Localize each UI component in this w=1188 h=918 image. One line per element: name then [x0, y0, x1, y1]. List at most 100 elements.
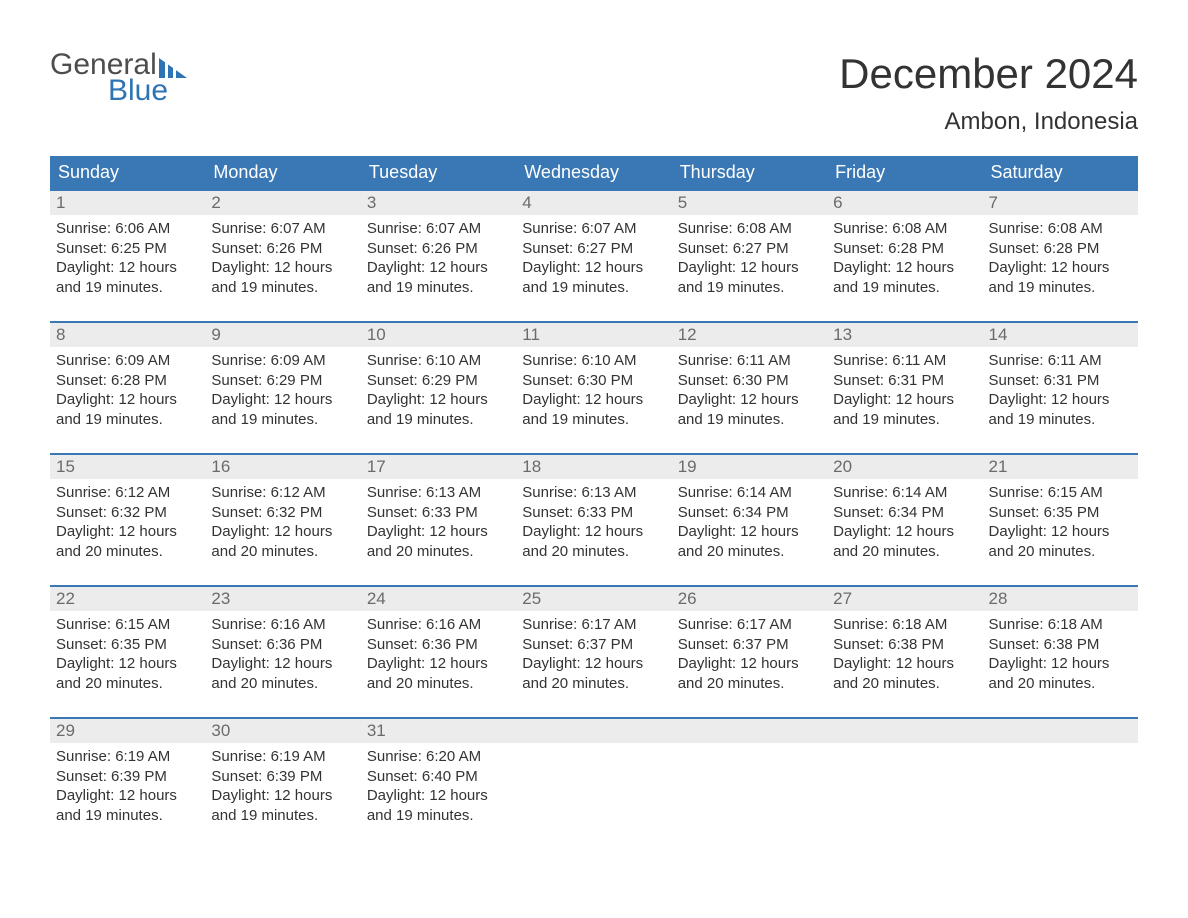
day-number-row: [516, 719, 671, 743]
day-line-d2: and 20 minutes.: [522, 674, 665, 694]
day-line-ss: Sunset: 6:30 PM: [678, 371, 821, 391]
day-line-d2: and 19 minutes.: [989, 278, 1132, 298]
title-block: December 2024 Ambon, Indonesia: [839, 50, 1138, 136]
day-line-ss: Sunset: 6:25 PM: [56, 239, 199, 259]
day-line-ss: Sunset: 6:28 PM: [989, 239, 1132, 259]
day-line-d2: and 19 minutes.: [522, 410, 665, 430]
calendar-day: 4 Sunrise: 6:07 AMSunset: 6:27 PMDaylight…: [516, 191, 671, 303]
day-number-row: 1: [50, 191, 205, 215]
calendar-week: 22 Sunrise: 6:15 AMSunset: 6:35 PMDayligh…: [50, 585, 1138, 699]
calendar-day: 15Sunrise: 6:12 AMSunset: 6:32 PMDayligh…: [50, 455, 205, 567]
day-line-d1: Daylight: 12 hours: [56, 258, 199, 278]
calendar-day: 20Sunrise: 6:14 AMSunset: 6:34 PMDayligh…: [827, 455, 982, 567]
day-line-d1: Daylight: 12 hours: [367, 654, 510, 674]
day-line-sr: Sunrise: 6:11 AM: [678, 351, 821, 371]
day-body: Sunrise: 6:12 AMSunset: 6:32 PMDaylight:…: [56, 483, 199, 561]
day-number: 5: [678, 193, 687, 212]
day-number: 17: [367, 457, 386, 476]
dow-cell: Saturday: [983, 156, 1138, 189]
day-line-ss: Sunset: 6:34 PM: [833, 503, 976, 523]
day-body: Sunrise: 6:07 AMSunset: 6:27 PMDaylight:…: [522, 219, 665, 297]
calendar-day: 16Sunrise: 6:12 AMSunset: 6:32 PMDayligh…: [205, 455, 360, 567]
day-number-row: 4: [516, 191, 671, 215]
day-line-d1: Daylight: 12 hours: [678, 654, 821, 674]
calendar-day: 9Sunrise: 6:09 AMSunset: 6:29 PMDaylight…: [205, 323, 360, 435]
calendar-day: 18Sunrise: 6:13 AMSunset: 6:33 PMDayligh…: [516, 455, 671, 567]
day-number-row: 10: [361, 323, 516, 347]
day-line-d2: and 20 minutes.: [678, 674, 821, 694]
day-line-sr: Sunrise: 6:17 AM: [678, 615, 821, 635]
day-line-ss: Sunset: 6:28 PM: [833, 239, 976, 259]
day-body: Sunrise: 6:16 AMSunset: 6:36 PMDaylight:…: [211, 615, 354, 693]
day-number-row: 3: [361, 191, 516, 215]
calendar-day-empty: [827, 719, 982, 831]
calendar-day: 3 Sunrise: 6:07 AMSunset: 6:26 PMDaylight…: [361, 191, 516, 303]
day-line-d2: and 19 minutes.: [522, 278, 665, 298]
day-line-sr: Sunrise: 6:08 AM: [678, 219, 821, 239]
day-body: Sunrise: 6:07 AMSunset: 6:26 PMDaylight:…: [367, 219, 510, 297]
day-line-d1: Daylight: 12 hours: [833, 654, 976, 674]
day-line-sr: Sunrise: 6:07 AM: [522, 219, 665, 239]
day-number: 24: [367, 589, 386, 608]
day-line-d1: Daylight: 12 hours: [211, 654, 354, 674]
day-line-d1: Daylight: 12 hours: [211, 258, 354, 278]
dow-cell: Sunday: [50, 156, 205, 189]
day-number: 22: [56, 589, 75, 608]
calendar-day: 8Sunrise: 6:09 AMSunset: 6:28 PMDaylight…: [50, 323, 205, 435]
day-line-d2: and 19 minutes.: [56, 278, 199, 298]
calendar-day: 1Sunrise: 6:06 AMSunset: 6:25 PMDaylight…: [50, 191, 205, 303]
day-number-row: 20: [827, 455, 982, 479]
day-number-row: 7: [983, 191, 1138, 215]
day-body: Sunrise: 6:20 AMSunset: 6:40 PMDaylight:…: [367, 747, 510, 825]
day-number: 13: [833, 325, 852, 344]
day-body: Sunrise: 6:09 AMSunset: 6:28 PMDaylight:…: [56, 351, 199, 429]
day-line-sr: Sunrise: 6:16 AM: [211, 615, 354, 635]
calendar-day: 31 Sunrise: 6:20 AMSunset: 6:40 PMDayligh…: [361, 719, 516, 831]
day-line-ss: Sunset: 6:28 PM: [56, 371, 199, 391]
calendar-day: 25 Sunrise: 6:17 AMSunset: 6:37 PMDayligh…: [516, 587, 671, 699]
day-line-ss: Sunset: 6:36 PM: [211, 635, 354, 655]
day-number: 19: [678, 457, 697, 476]
calendar-day: 26Sunrise: 6:17 AMSunset: 6:37 PMDayligh…: [672, 587, 827, 699]
day-line-sr: Sunrise: 6:16 AM: [367, 615, 510, 635]
day-line-d1: Daylight: 12 hours: [211, 786, 354, 806]
location: Ambon, Indonesia: [839, 108, 1138, 136]
calendar-day-empty: [516, 719, 671, 831]
day-number: 25: [522, 589, 541, 608]
day-body: Sunrise: 6:17 AMSunset: 6:37 PMDaylight:…: [678, 615, 821, 693]
day-line-ss: Sunset: 6:38 PM: [833, 635, 976, 655]
day-number: 30: [211, 721, 230, 740]
day-body: Sunrise: 6:15 AMSunset: 6:35 PMDaylight:…: [56, 615, 199, 693]
day-line-d1: Daylight: 12 hours: [833, 258, 976, 278]
day-line-d1: Daylight: 12 hours: [678, 390, 821, 410]
day-line-ss: Sunset: 6:35 PM: [56, 635, 199, 655]
day-number-row: 5: [672, 191, 827, 215]
day-line-d1: Daylight: 12 hours: [56, 786, 199, 806]
dow-cell: Monday: [205, 156, 360, 189]
day-line-d2: and 19 minutes.: [56, 410, 199, 430]
day-body: Sunrise: 6:15 AMSunset: 6:35 PMDaylight:…: [989, 483, 1132, 561]
day-body: Sunrise: 6:17 AMSunset: 6:37 PMDaylight:…: [522, 615, 665, 693]
day-line-ss: Sunset: 6:31 PM: [989, 371, 1132, 391]
day-number-row: 24: [361, 587, 516, 611]
day-line-d1: Daylight: 12 hours: [367, 522, 510, 542]
day-line-ss: Sunset: 6:32 PM: [211, 503, 354, 523]
day-body: Sunrise: 6:11 AMSunset: 6:31 PMDaylight:…: [833, 351, 976, 429]
day-line-ss: Sunset: 6:32 PM: [56, 503, 199, 523]
day-line-d1: Daylight: 12 hours: [522, 654, 665, 674]
calendar-day: 22 Sunrise: 6:15 AMSunset: 6:35 PMDayligh…: [50, 587, 205, 699]
calendar-day: 13 Sunrise: 6:11 AMSunset: 6:31 PMDayligh…: [827, 323, 982, 435]
calendar-day: 29Sunrise: 6:19 AMSunset: 6:39 PMDayligh…: [50, 719, 205, 831]
calendar-day: 27Sunrise: 6:18 AMSunset: 6:38 PMDayligh…: [827, 587, 982, 699]
day-body: Sunrise: 6:13 AMSunset: 6:33 PMDaylight:…: [522, 483, 665, 561]
day-line-d1: Daylight: 12 hours: [211, 522, 354, 542]
calendar-week: 29Sunrise: 6:19 AMSunset: 6:39 PMDayligh…: [50, 717, 1138, 831]
day-number-row: 31: [361, 719, 516, 743]
page-header: General Blue December 2024 Ambon, Indone…: [50, 50, 1138, 136]
day-line-d2: and 19 minutes.: [211, 410, 354, 430]
day-body: Sunrise: 6:12 AMSunset: 6:32 PMDaylight:…: [211, 483, 354, 561]
dow-cell: Thursday: [672, 156, 827, 189]
calendar-day: 17Sunrise: 6:13 AMSunset: 6:33 PMDayligh…: [361, 455, 516, 567]
day-number-row: 13: [827, 323, 982, 347]
day-number: 27: [833, 589, 852, 608]
